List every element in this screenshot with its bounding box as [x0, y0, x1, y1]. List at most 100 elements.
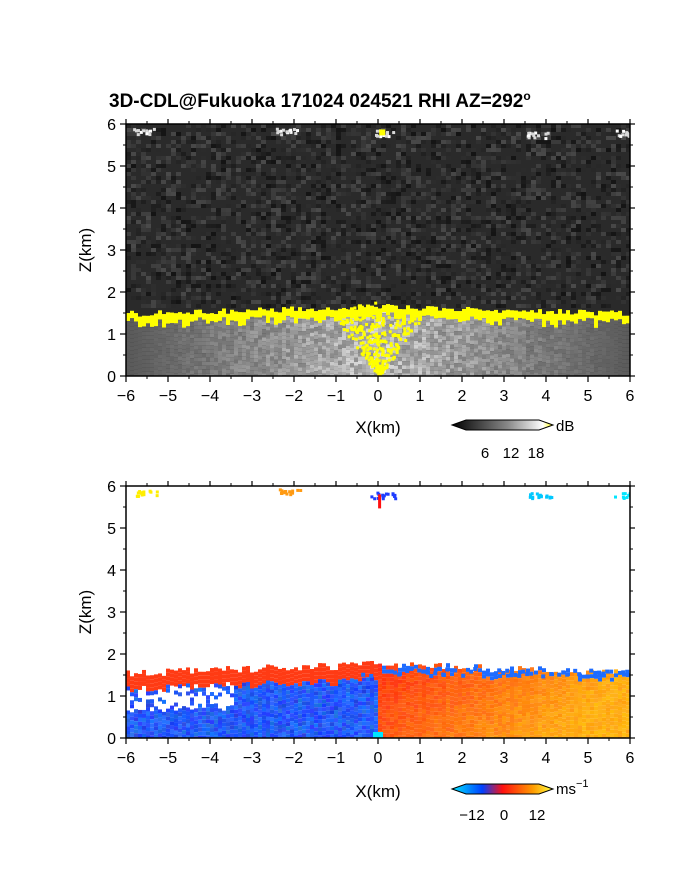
noise-cell [601, 204, 606, 208]
echo-cell [430, 342, 434, 347]
echo-cell [222, 316, 226, 321]
noise-cell [616, 148, 621, 152]
echo-cell [450, 336, 454, 341]
noise-cell [156, 156, 161, 160]
echo-cell [274, 323, 278, 328]
echo-high-cell [550, 311, 554, 325]
noise-cell [561, 208, 566, 212]
noise-cell [426, 252, 431, 256]
noise-cell [481, 300, 486, 304]
noise-cell [571, 140, 576, 144]
echo-cell [514, 330, 518, 335]
echo-cell [182, 325, 186, 330]
noise-cell [166, 160, 171, 164]
echo-cell [466, 322, 470, 327]
noise-cell [431, 232, 436, 236]
echo-cell [334, 346, 338, 351]
noise-cell [446, 156, 451, 160]
echo-cell [574, 345, 578, 350]
noise-cell [501, 272, 506, 276]
noise-cell [261, 232, 266, 236]
echo-cell [454, 371, 458, 376]
noise-cell [611, 176, 616, 180]
echo-cell [598, 326, 602, 331]
noise-cell [126, 128, 131, 132]
echo-cell [598, 350, 602, 355]
noise-cell [191, 140, 196, 144]
echo-cell [218, 327, 222, 332]
noise-cell [181, 304, 186, 308]
noise-cell [581, 188, 586, 192]
echo-cell [526, 347, 530, 352]
echo-cell [322, 365, 326, 370]
noise-cell [501, 216, 506, 220]
noise-cell [451, 284, 456, 288]
noise-cell [426, 180, 431, 184]
echo-high-cell [414, 322, 418, 326]
echo-cell [422, 328, 426, 333]
noise-cell [256, 160, 261, 164]
echo-cell [542, 366, 546, 371]
echo-cell [618, 330, 622, 335]
echo-cell [486, 334, 490, 339]
echo-cell [514, 374, 518, 376]
echo-high-cell [178, 312, 182, 320]
echo-high-cell [381, 321, 385, 325]
noise-cell [486, 200, 491, 204]
noise-cell [536, 216, 541, 220]
noise-cell [471, 172, 476, 176]
noise-cell [221, 164, 226, 168]
echo-cell [514, 342, 518, 347]
echo-cell [510, 362, 514, 367]
echo-cell [186, 336, 190, 341]
noise-cell [176, 132, 181, 136]
echo-high-cell [346, 309, 350, 317]
noise-cell [591, 212, 596, 216]
noise-cell [576, 204, 581, 208]
noise-cell [331, 136, 336, 140]
echo-cell [338, 360, 342, 365]
noise-cell [231, 184, 236, 188]
noise-cell [376, 200, 381, 204]
echo-cell [450, 344, 454, 349]
noise-cell [426, 204, 431, 208]
echo-cell [198, 329, 202, 334]
echo-cell [230, 345, 234, 350]
noise-cell [206, 216, 211, 220]
echo-cell [574, 329, 578, 334]
echo-cell [530, 354, 534, 359]
echo-high-cell [442, 308, 446, 318]
noise-cell [416, 180, 421, 184]
noise-cell [301, 128, 306, 132]
noise-cell [521, 168, 526, 172]
echo-cell [430, 322, 434, 327]
noise-cell [501, 260, 506, 264]
echo-cell [158, 334, 162, 339]
noise-cell [141, 272, 146, 276]
noise-cell [511, 252, 516, 256]
noise-cell [291, 260, 296, 264]
noise-cell [146, 252, 151, 256]
noise-cell [196, 128, 201, 132]
noise-cell [351, 204, 356, 208]
echo-cell [506, 369, 510, 374]
noise-cell [386, 248, 391, 252]
echo-cell [190, 374, 194, 376]
noise-cell [196, 248, 201, 252]
echo-cell [406, 337, 410, 342]
noise-cell [401, 244, 406, 248]
noise-cell [586, 268, 591, 272]
echo-high-cell [389, 348, 393, 352]
echo-cell [558, 325, 562, 330]
noise-cell [256, 228, 261, 232]
noise-cell [626, 244, 630, 248]
noise-cell [311, 152, 316, 156]
echo-cell [626, 363, 630, 368]
noise-cell [306, 176, 311, 180]
echo-cell [162, 338, 166, 343]
noise-cell [436, 256, 441, 260]
noise-cell [286, 164, 291, 168]
noise-cell [481, 252, 486, 256]
noise-cell [496, 168, 501, 172]
noise-cell [431, 140, 436, 144]
